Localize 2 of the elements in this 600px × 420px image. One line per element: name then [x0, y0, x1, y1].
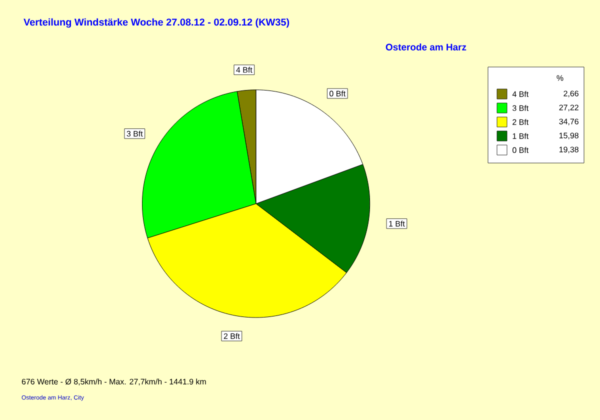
- chart-title: Verteilung Windstärke Woche 27.08.12 - 02.09.12 (KW35): [24, 18, 290, 28]
- chart-subtitle: Osterode am Harz: [386, 44, 466, 50]
